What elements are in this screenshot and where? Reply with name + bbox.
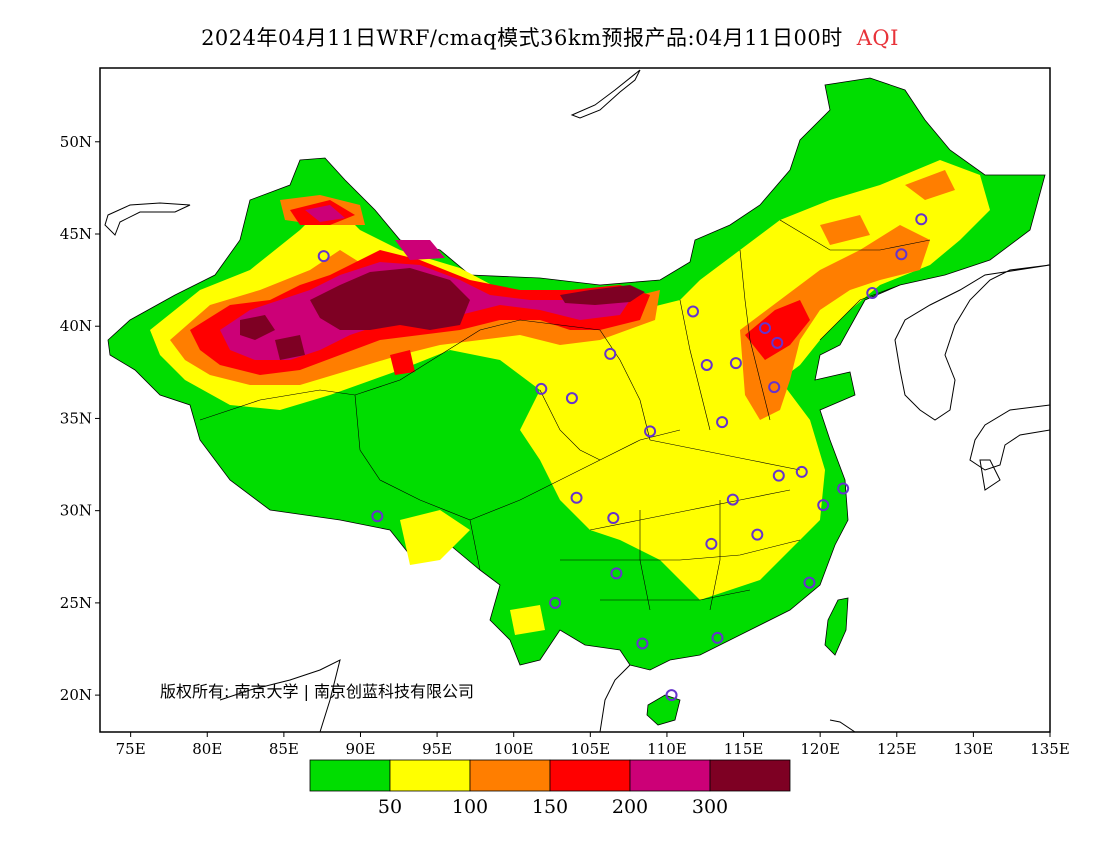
station-marker [700,358,713,371]
station-marker [610,567,623,580]
station-marker [771,336,784,349]
station-marker [371,510,384,523]
station-marker [895,248,908,261]
neighbor-coastlines [104,69,1050,732]
map-content: 版权所有: 南京大学 | 南京创蓝科技有限公司 [104,69,1050,732]
legend-swatch [389,759,471,792]
map-frame [99,67,1051,733]
station-marker [644,425,657,438]
legend-label: 50 [378,796,402,818]
monitoring-stations [317,213,928,702]
lon-tick-label: 80E [192,740,222,758]
legend-label: 300 [692,796,728,818]
legend-swatch [549,759,631,792]
station-marker [768,381,781,394]
legend-label: 200 [612,796,648,818]
station-marker [665,689,678,702]
station-marker [604,347,617,360]
lon-tick-label: 90E [345,740,375,758]
title-variable: AQI [856,26,899,50]
station-marker [759,322,771,335]
lon-tick-label: 105E [571,740,611,758]
lat-tick-label: 25N [60,594,92,612]
station-marker [772,469,785,482]
station-marker [866,287,879,300]
latitude-ticks: 20N 25N 30N 35N 40N 45N 50N [60,133,100,704]
station-marker [726,493,739,506]
lon-tick-label: 125E [877,740,917,758]
station-marker [570,491,583,504]
lon-tick-label: 135E [1030,740,1070,758]
lon-tick-label: 75E [116,740,146,758]
legend-swatch [629,759,711,792]
lat-tick-label: 50N [60,133,92,151]
lat-tick-label: 30N [60,502,92,520]
legend-swatch [309,759,391,792]
station-marker [716,416,729,429]
legend-swatch [709,759,791,792]
lat-tick-label: 45N [60,225,92,243]
station-marker [795,465,808,478]
station-marker [837,482,850,495]
copyright-notice: 版权所有: 南京大学 | 南京创蓝科技有限公司 [160,682,474,701]
province-borders [199,219,931,611]
lon-tick-label: 85E [269,740,299,758]
lon-tick-label: 130E [954,740,994,758]
station-marker [711,631,724,644]
lon-tick-label: 110E [647,740,687,758]
lon-tick-label: 95E [422,740,452,758]
legend-label: 100 [452,796,488,818]
station-marker [751,528,764,541]
legend-swatch [469,759,551,792]
station-marker [686,305,699,318]
legend-label: 150 [532,796,568,818]
lat-tick-label: 35N [60,409,92,427]
lon-tick-label: 115E [724,740,764,758]
aqi-level-max-regions [240,268,645,360]
station-marker [535,382,548,395]
taiwan-island [824,597,849,656]
hainan-island [646,694,681,726]
lat-tick-label: 20N [60,686,92,704]
station-marker [803,576,816,589]
station-marker [817,499,830,512]
station-marker [705,537,718,550]
title-text: 2024年04月11日WRF/cmaq模式36km预报产品:04月11日00时 [201,26,843,50]
station-marker [607,512,620,525]
station-marker [915,213,928,226]
map-title: 2024年04月11日WRF/cmaq模式36km预报产品:04月11日00时 A… [0,22,1100,52]
lon-tick-label: 100E [494,740,534,758]
station-marker [729,357,742,370]
station-marker [636,637,649,650]
station-marker [549,596,562,609]
longitude-ticks: 75E 80E 85E 90E 95E 100E 105E 110E 115E 120E 125E 1… [116,732,1070,758]
station-marker [565,392,578,405]
aqi-color-legend: 50 100 150 200 300 [309,759,791,818]
lat-tick-label: 40N [60,317,92,335]
lon-tick-label: 120E [800,740,840,758]
station-marker [317,250,330,263]
